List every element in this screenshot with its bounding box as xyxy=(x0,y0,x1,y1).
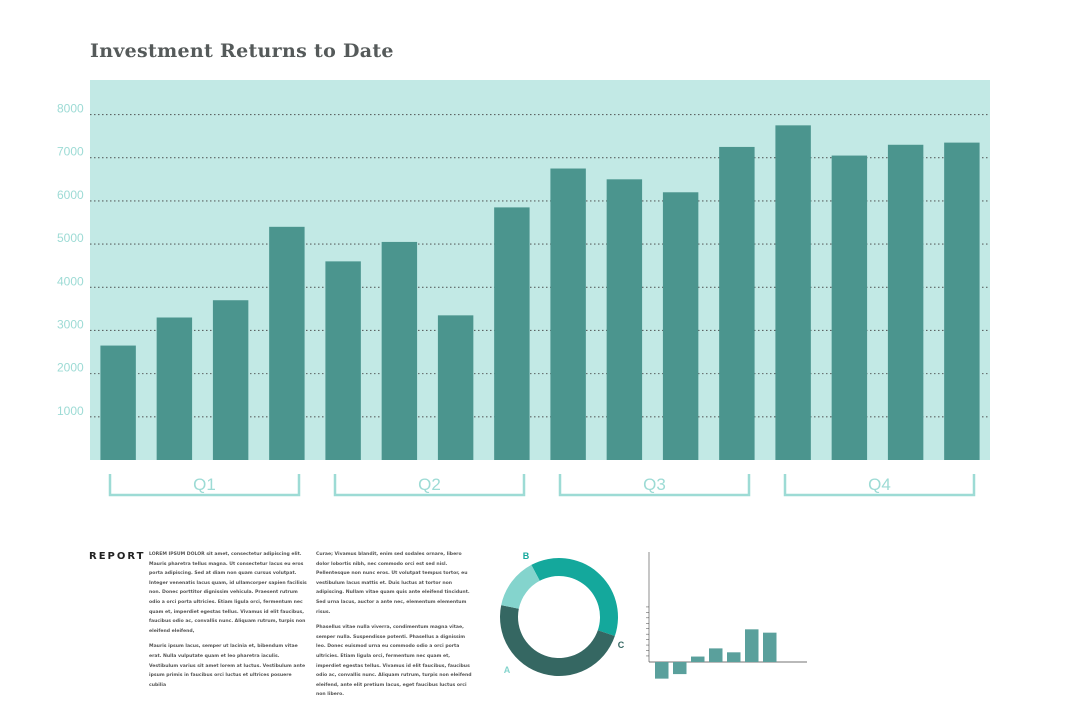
bar xyxy=(709,648,723,662)
report-paragraph: LOREM IPSUM DOLOR sit amet, consectetur … xyxy=(149,552,307,634)
x-category-label: Q1 xyxy=(193,475,216,494)
report-paragraph: Phasellus vitae nulla viverra, condiment… xyxy=(316,625,472,698)
report-heading: REPORT xyxy=(89,551,146,562)
quarter-bracket xyxy=(783,474,976,497)
bar xyxy=(494,207,530,460)
donut-slice xyxy=(531,558,618,637)
bar xyxy=(727,652,741,662)
bar xyxy=(763,632,777,662)
bar xyxy=(745,629,759,662)
bar xyxy=(606,179,643,460)
x-category-label: Q3 xyxy=(643,475,666,494)
bar xyxy=(269,226,305,460)
bar xyxy=(944,142,980,460)
bar xyxy=(325,261,361,460)
y-tick-label: 2000 xyxy=(57,361,84,375)
x-category-label: Q4 xyxy=(868,475,891,494)
y-tick-label: 5000 xyxy=(57,231,84,245)
y-tick-label: 6000 xyxy=(57,188,84,202)
donut-slice xyxy=(501,564,540,609)
report-text-column-2: Curae; Vivamus blandit, enim sed sodales… xyxy=(316,550,476,706)
y-tick-label: 7000 xyxy=(57,145,84,159)
bar xyxy=(691,656,705,662)
quarter-bracket xyxy=(108,474,301,497)
report-paragraph: Curae; Vivamus blandit, enim sed sodales… xyxy=(316,552,470,615)
donut-chart: B C A xyxy=(500,551,625,677)
investment-bar-chart: 1000 2000 3000 4000 5000 6000 7000 8000 Q1 Q2 Q3 Q4 xyxy=(57,80,990,497)
bar xyxy=(381,241,418,460)
donut-slice-label: B xyxy=(523,551,530,561)
donut-slice-label: C xyxy=(618,640,625,650)
y-tick-label: 8000 xyxy=(57,102,84,116)
bar xyxy=(550,168,586,461)
donut-slice-label: A xyxy=(504,665,511,675)
y-tick-label: 1000 xyxy=(57,404,84,418)
donut-slice xyxy=(500,605,615,677)
mini-bar-chart xyxy=(646,552,807,679)
y-tick-label: 3000 xyxy=(57,317,84,331)
bar xyxy=(156,317,193,460)
bar xyxy=(831,155,868,460)
bar xyxy=(212,300,249,460)
chart-title: Investment Returns to Date xyxy=(90,40,394,62)
bar xyxy=(662,192,699,461)
bar xyxy=(673,662,687,675)
x-category-label: Q2 xyxy=(418,475,441,494)
bar xyxy=(437,315,474,460)
quarter-bracket xyxy=(333,474,526,497)
bar xyxy=(100,345,136,460)
quarter-bracket xyxy=(558,474,751,497)
y-tick-label: 4000 xyxy=(57,274,84,288)
bar xyxy=(775,125,811,460)
bar xyxy=(887,144,924,461)
report-text-column-1: LOREM IPSUM DOLOR sit amet, consectetur … xyxy=(149,550,309,696)
report-paragraph: Mauris ipsum lacus, semper ut lacinia et… xyxy=(149,644,306,688)
bar xyxy=(719,146,755,460)
bar xyxy=(655,662,669,679)
